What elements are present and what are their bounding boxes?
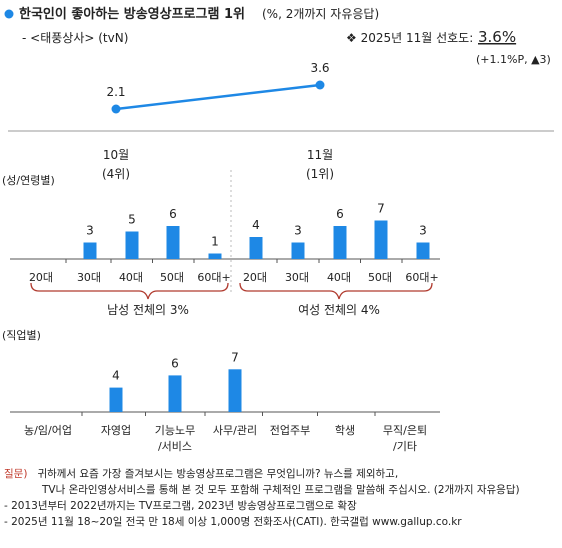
section-label-gender-age: (성/연령별)	[2, 174, 55, 187]
bar-value-label: 6	[169, 207, 177, 221]
rank-label: (4위)	[102, 167, 130, 181]
bar	[416, 242, 430, 259]
bar	[109, 387, 123, 412]
x-tick-label: 자영업	[101, 424, 131, 437]
rank-label: (1위)	[306, 167, 334, 181]
bar-value-label: 1	[211, 235, 219, 249]
bar-value-label: 4	[252, 218, 260, 232]
male-bracket	[30, 282, 229, 300]
trend-value-label: 2.1	[106, 85, 125, 99]
bar	[333, 226, 347, 259]
trend-line	[115, 83, 321, 111]
question-text-1: 귀하께서 요즘 가장 즐겨보시는 방송영상프로그램은 무엇입니까? 뉴스를 제외…	[37, 468, 399, 480]
title-bullet-icon	[4, 9, 14, 19]
bar	[374, 220, 388, 259]
question-line-1: 질문) 귀하께서 요즘 가장 즐겨보시는 방송영상프로그램은 무엇입니까? 뉴스…	[4, 466, 560, 482]
question-label: 질문)	[4, 468, 28, 480]
preference-value: 3.6%	[478, 28, 516, 46]
bar	[166, 226, 180, 259]
x-tick-label: 50대	[368, 271, 392, 284]
bar-value-label: 7	[231, 350, 239, 364]
bar-value-label: 7	[377, 202, 385, 216]
x-tick-label: 사무/관리	[213, 424, 257, 437]
x-tick-label: 50대	[160, 271, 184, 284]
bar	[83, 242, 97, 259]
bar-value-label: 5	[128, 213, 136, 227]
bar	[168, 375, 182, 412]
bar-value-label: 3	[419, 224, 427, 238]
x-tick-label: 40대	[327, 271, 351, 284]
month-label: 11월	[307, 148, 333, 162]
bar-value-label: 3	[86, 224, 94, 238]
x-tick-label: 30대	[285, 271, 309, 284]
trend-point	[315, 80, 325, 90]
trend-value-label: 3.6	[310, 61, 329, 75]
bar	[249, 237, 263, 259]
preference-change: (+1.1%P, ▲3)	[476, 53, 551, 66]
trend-point	[111, 104, 121, 114]
chart-title-note: (%, 2개까지 자유응답)	[262, 7, 379, 21]
footer-note-1: - 2013년부터 2022년까지는 TV프로그램, 2023년 방송영상프로그…	[4, 500, 357, 512]
question-line-2: TV나 온라인영상서비스를 통해 본 것 모두 포함해 구체적인 프로그램을 말…	[42, 484, 520, 496]
x-tick-label: 무직/은퇴/기타	[383, 424, 427, 453]
bar	[228, 369, 242, 412]
program-name: - <태풍상사> (tvN)	[22, 31, 128, 45]
x-tick-label: 30대	[77, 271, 101, 284]
bar-value-label: 6	[171, 356, 179, 370]
x-tick-label: 20대	[29, 271, 53, 284]
bar-value-label: 4	[112, 369, 120, 383]
female-group-label: 여성 전체의 4%	[298, 303, 380, 317]
x-tick-label: 60대+	[405, 271, 438, 284]
footer: 질문) 귀하께서 요즘 가장 즐겨보시는 방송영상프로그램은 무엇입니까? 뉴스…	[4, 466, 560, 530]
x-tick-label: 60대+	[197, 271, 230, 284]
male-group-label: 남성 전체의 3%	[107, 303, 189, 317]
section-label-occupation: (직업별)	[2, 329, 41, 342]
x-tick-label: 기능노무/서비스	[155, 424, 195, 453]
month-label: 10월	[103, 148, 129, 162]
chart-title: 한국인이 좋아하는 방송영상프로그램 1위	[19, 6, 245, 22]
x-tick-label: 20대	[243, 271, 267, 284]
x-tick-label: 학생	[335, 424, 355, 437]
x-tick-label: 농/임/어업	[24, 424, 72, 437]
bar-value-label: 6	[336, 207, 344, 221]
bar	[208, 253, 222, 259]
footer-note-2: - 2025년 11월 18~20일 전국 만 18세 이상 1,000명 전화…	[4, 516, 462, 528]
bar	[125, 231, 139, 259]
preference-label: ❖ 2025년 11월 선호도:	[346, 31, 473, 45]
female-bracket	[239, 282, 433, 300]
x-tick-label: 전업주부	[270, 424, 310, 437]
bar-value-label: 3	[294, 224, 302, 238]
bar	[291, 242, 305, 259]
x-tick-label: 40대	[119, 271, 143, 284]
